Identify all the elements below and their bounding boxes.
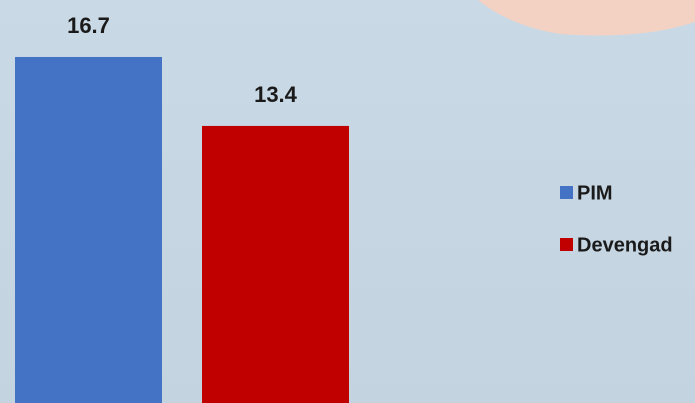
data-label: 16.7 <box>67 13 110 38</box>
bar <box>202 125 349 403</box>
decorative-shape <box>478 0 695 36</box>
legend-swatch <box>560 238 573 251</box>
legend-label: PIM <box>577 182 613 204</box>
data-label: 13.4 <box>254 82 298 107</box>
legend-swatch <box>560 186 573 199</box>
bar <box>15 56 162 403</box>
legend-label: Devengad <box>577 234 673 256</box>
